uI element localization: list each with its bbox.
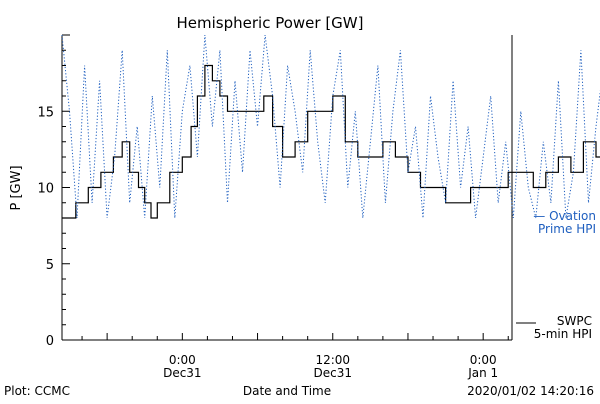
y-tick-label: 5 — [46, 258, 54, 273]
legend-swpc-line2: 5-min HPI — [534, 327, 592, 341]
x-tick-label-date: Jan 1 — [467, 366, 498, 380]
y-tick-label: 0 — [46, 334, 54, 349]
legend-swpc-line1: SWPC — [557, 314, 592, 328]
x-tick-label-time: 0:00 — [169, 353, 196, 367]
x-tick-label-time: 12:00 — [315, 353, 350, 367]
legend-ovation-line2: Prime HPI — [538, 222, 596, 236]
x-tick-label-date: Dec31 — [163, 366, 202, 380]
footer-right: 2020/01/02 14:20:16 — [467, 384, 594, 398]
footer-left: Plot: CCMC — [4, 384, 70, 398]
y-tick-label: 10 — [37, 182, 54, 197]
chart-title: Hemispheric Power [GW] — [177, 14, 364, 32]
y-tick-label: 15 — [37, 105, 54, 120]
series-line-swpc — [62, 64, 600, 219]
x-tick-label-date: Dec31 — [314, 366, 353, 380]
legend-ovation-line1: — Ovation — [533, 209, 596, 223]
series-line-ovation — [61, 34, 600, 219]
x-axis-label: Date and Time — [243, 384, 331, 398]
x-tick-label-time: 0:00 — [470, 353, 497, 367]
y-axis-label: P [GW] — [9, 165, 24, 210]
